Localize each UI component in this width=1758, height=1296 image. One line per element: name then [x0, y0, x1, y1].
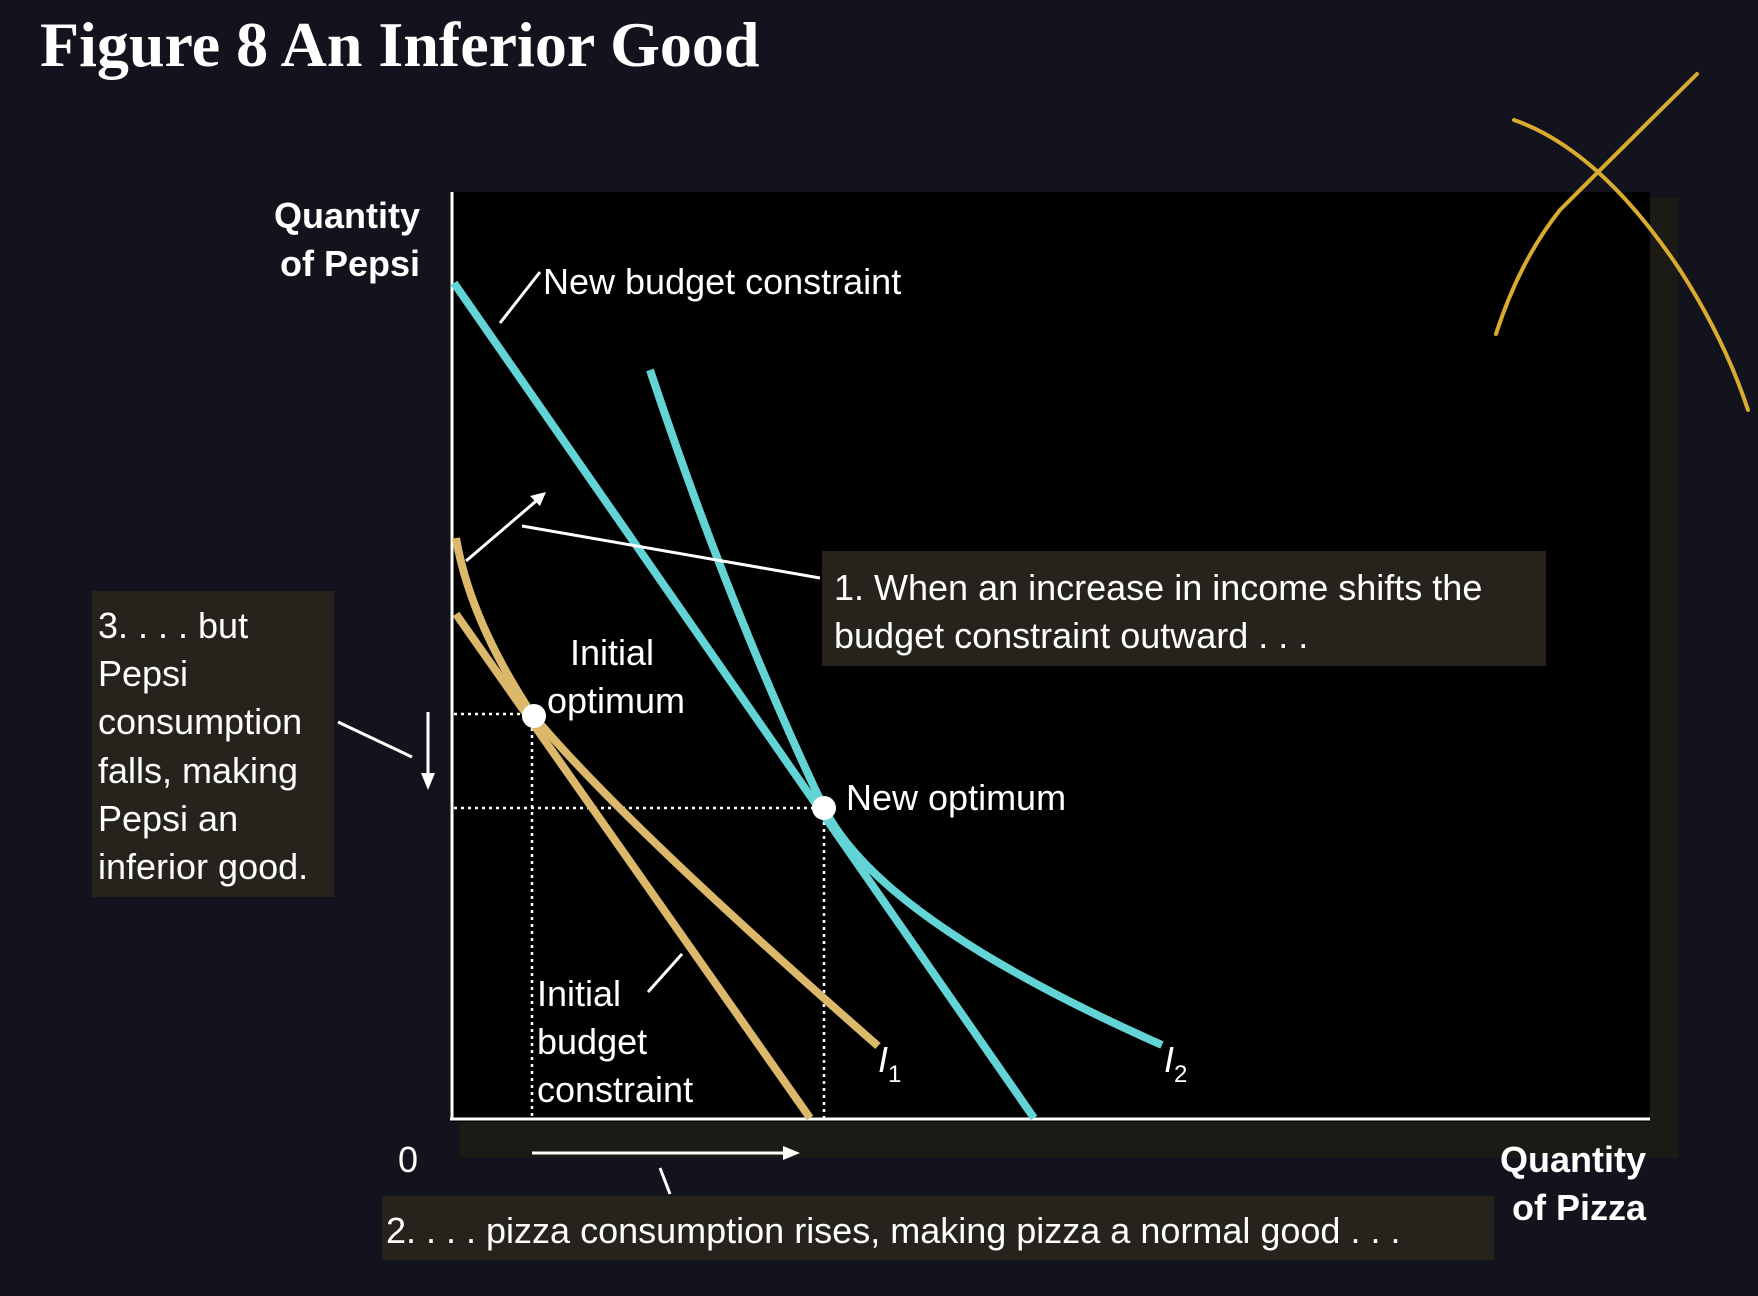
- step3-leader: [337, 720, 413, 759]
- pepsi-falls-arrowhead: [421, 773, 435, 790]
- new-budget-constraint-label: New budget constraint: [543, 261, 901, 302]
- i2-subscript: 2: [1174, 1061, 1187, 1088]
- i1-subscript: 1: [888, 1061, 901, 1088]
- initial-budget-line: [452, 611, 814, 1121]
- step1-callout-line2: budget constraint outward . . .: [834, 615, 1308, 656]
- new-optimum-label: New optimum: [846, 777, 1066, 818]
- initial-optimum-label-line1: Initial: [570, 632, 654, 673]
- x-axis-label-line1: Quantity: [1500, 1139, 1646, 1180]
- i1-letter: I: [878, 1039, 888, 1080]
- new-budget-leader: [498, 271, 542, 324]
- step2-leader: [658, 1167, 672, 1195]
- new-optimum-point: [812, 796, 836, 820]
- step1-callout-line1: 1. When an increase in income shifts the: [834, 567, 1482, 608]
- origin-label: 0: [398, 1139, 418, 1180]
- initial-budget-label-line1: Initial: [537, 973, 621, 1014]
- step3-callout-box: [92, 591, 334, 897]
- step3-callout-line4: falls, making: [98, 750, 298, 791]
- y-axis-label-line1: Quantity: [274, 195, 420, 236]
- i1-label: I1: [878, 1039, 901, 1088]
- step3-callout-line5: Pepsi an: [98, 798, 238, 839]
- initial-budget-leader: [646, 952, 684, 994]
- handwritten-x-stroke-2: [1494, 72, 1699, 336]
- x-axis-label-line2: of Pizza: [1512, 1187, 1647, 1228]
- step1-callout-box: [822, 551, 1546, 666]
- step3-callout-line3: consumption: [98, 701, 302, 742]
- figure-title: Figure 8 An Inferior Good: [40, 9, 760, 80]
- outward-shift-arrow: [465, 494, 543, 563]
- handwritten-x-mark: [1494, 72, 1750, 412]
- i2-label: I2: [1164, 1039, 1187, 1088]
- step3-callout-line1: 3. . . . but: [98, 605, 248, 646]
- initial-optimum-label-line2: optimum: [547, 680, 685, 721]
- i2-letter: I: [1164, 1039, 1174, 1080]
- initial-budget-label-line3: constraint: [537, 1069, 693, 1110]
- pizza-rises-arrowhead: [783, 1146, 800, 1160]
- dotted-guides: [454, 712, 826, 1118]
- initial-budget-label-line2: budget: [537, 1021, 647, 1062]
- annotation-lines: [337, 271, 821, 1195]
- y-axis-label-line2: of Pepsi: [280, 243, 420, 284]
- step2-callout-text: 2. . . . pizza consumption rises, making…: [386, 1210, 1400, 1251]
- step3-callout-line2: Pepsi: [98, 653, 188, 694]
- new-budget-line: [450, 280, 1038, 1121]
- step2-callout-box: [382, 1196, 1494, 1260]
- step3-callout-line6: inferior good.: [98, 846, 308, 887]
- outward-shift-arrowhead: [530, 492, 546, 506]
- initial-optimum-point: [522, 704, 546, 728]
- step1-leader: [521, 524, 821, 580]
- handwritten-x-stroke-1: [1512, 118, 1750, 412]
- indifference-curve-i1: [452, 537, 881, 1050]
